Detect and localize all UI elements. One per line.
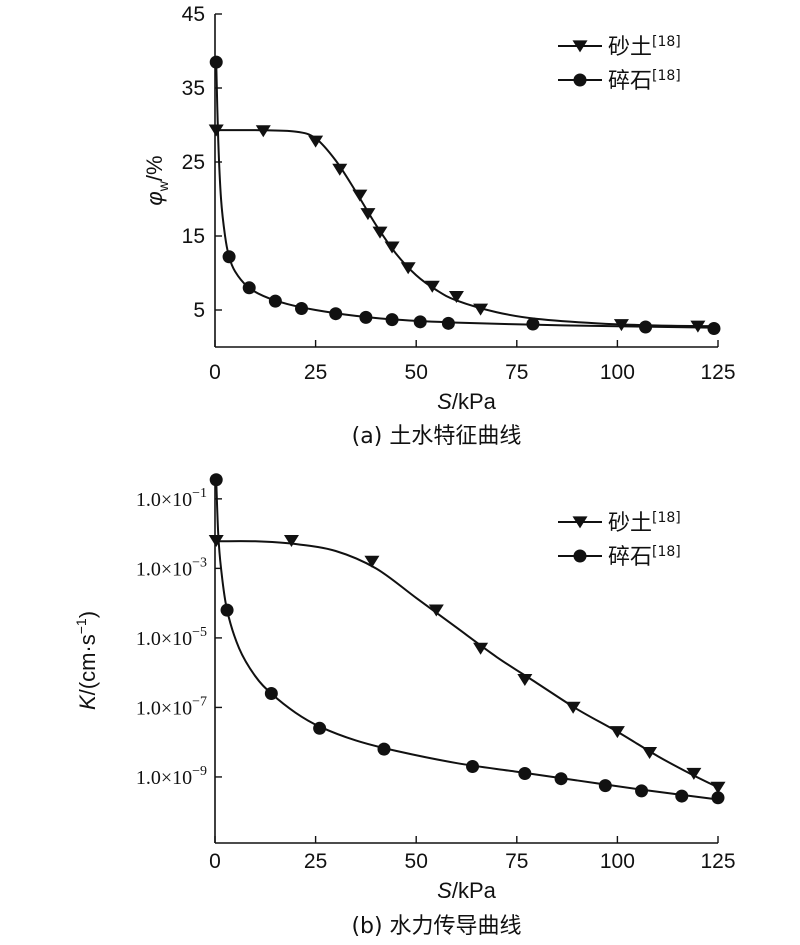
data-point xyxy=(220,603,234,617)
data-point xyxy=(466,760,480,774)
figure-caption: (b) 水力传导曲线 xyxy=(351,914,521,939)
data-point xyxy=(209,55,223,69)
data-point xyxy=(473,642,489,655)
data-point xyxy=(372,226,388,239)
data-point xyxy=(352,189,368,202)
data-point xyxy=(364,555,380,568)
data-point xyxy=(360,208,376,221)
figure-caption: (a) 土水特征曲线 xyxy=(352,424,522,449)
data-point xyxy=(473,303,489,316)
legend-marker xyxy=(573,73,587,87)
data-point xyxy=(428,604,444,617)
x-tick-label: 125 xyxy=(700,361,735,384)
legend-label: 砂土[18] xyxy=(608,34,681,60)
data-point xyxy=(448,291,464,304)
series-line xyxy=(215,62,719,329)
y-tick-label: 45 xyxy=(182,3,205,26)
y-tick-label: 25 xyxy=(182,151,205,174)
data-point xyxy=(264,687,278,701)
data-point xyxy=(208,534,224,547)
data-point xyxy=(441,316,455,330)
soil-water-characteristic-chart: 0 25 50 75 100 125 5 15 25 35 45 S/kPa φw/% (a) 土水特征曲… xyxy=(142,3,736,449)
y-tick-label: 35 xyxy=(182,77,205,100)
data-point xyxy=(710,781,726,794)
data-point xyxy=(518,766,532,780)
data-point xyxy=(268,294,282,308)
series-line xyxy=(216,540,719,789)
legend-entry: 碎石[18] xyxy=(558,68,681,94)
series-line xyxy=(216,129,719,328)
hydraulic-conductivity-chart: 0 25 50 75 100 125 1.0×10−1 1.0×10−3 1.0×10−5 1.0… xyxy=(73,473,736,939)
legend-entry: 碎石[18] xyxy=(558,544,681,570)
series-sand xyxy=(208,534,726,794)
series-gravel xyxy=(209,473,725,805)
data-point xyxy=(639,320,653,334)
x-tick-label: 100 xyxy=(600,850,635,873)
data-point xyxy=(209,473,223,487)
legend-marker xyxy=(572,516,588,529)
data-point xyxy=(400,262,416,275)
data-point xyxy=(384,241,400,254)
x-tick-label: 50 xyxy=(405,850,428,873)
data-point xyxy=(675,789,689,803)
x-tick-label: 75 xyxy=(505,361,528,384)
data-point xyxy=(526,317,540,331)
x-tick-label: 0 xyxy=(209,361,221,384)
x-tick-label: 50 xyxy=(405,361,428,384)
data-point xyxy=(413,315,427,329)
y-tick-label: 1.0×10−5 xyxy=(136,625,207,650)
data-point xyxy=(686,767,702,780)
legend-entry: 砂土[18] xyxy=(558,34,681,60)
data-point xyxy=(554,772,568,786)
data-point xyxy=(295,302,309,316)
y-tick-label: 1.0×10−7 xyxy=(136,694,207,719)
y-tick-label: 1.0×10−1 xyxy=(136,486,207,511)
y-tick-label: 5 xyxy=(193,299,205,322)
x-tick-label: 25 xyxy=(304,850,327,873)
data-point xyxy=(385,313,399,327)
data-point xyxy=(635,784,649,798)
data-point xyxy=(329,307,343,321)
data-point xyxy=(613,319,629,332)
data-point xyxy=(565,701,581,714)
data-point xyxy=(609,726,625,739)
data-point xyxy=(255,125,271,138)
legend-entry: 砂土[18] xyxy=(558,510,681,536)
x-axis-label: S/kPa xyxy=(437,878,496,903)
series-gravel xyxy=(209,55,721,335)
data-point xyxy=(332,163,348,176)
y-tick-label: 1.0×10−9 xyxy=(136,764,207,789)
x-tick-label: 100 xyxy=(600,361,635,384)
data-point xyxy=(208,124,224,137)
data-point xyxy=(283,534,299,547)
data-point xyxy=(313,721,327,735)
data-point xyxy=(308,135,324,148)
legend-marker xyxy=(573,549,587,563)
y-tick-label: 1.0×10−3 xyxy=(136,555,207,580)
data-point xyxy=(359,310,373,324)
x-tick-label: 75 xyxy=(505,850,528,873)
x-tick-label: 125 xyxy=(700,850,735,873)
data-point xyxy=(424,280,440,293)
data-point xyxy=(377,742,391,756)
legend-marker xyxy=(572,40,588,53)
legend-label: 碎石[18] xyxy=(608,68,681,94)
data-point xyxy=(598,779,612,793)
data-point xyxy=(707,322,721,335)
data-point xyxy=(711,791,725,805)
data-point xyxy=(242,281,256,295)
series-sand xyxy=(208,124,719,333)
y-axis-label: φw/% xyxy=(142,155,171,205)
y-tick-label: 15 xyxy=(182,225,205,248)
data-point xyxy=(517,673,533,686)
legend-label: 碎石[18] xyxy=(608,544,681,570)
x-tick-label: 25 xyxy=(304,361,327,384)
legend-label: 砂土[18] xyxy=(608,510,681,536)
y-axis-label: K/(cm·s−1) xyxy=(73,611,100,710)
data-point xyxy=(642,746,658,759)
x-axis-label: S/kPa xyxy=(437,389,496,414)
x-tick-label: 0 xyxy=(209,850,221,873)
data-point xyxy=(222,250,236,264)
